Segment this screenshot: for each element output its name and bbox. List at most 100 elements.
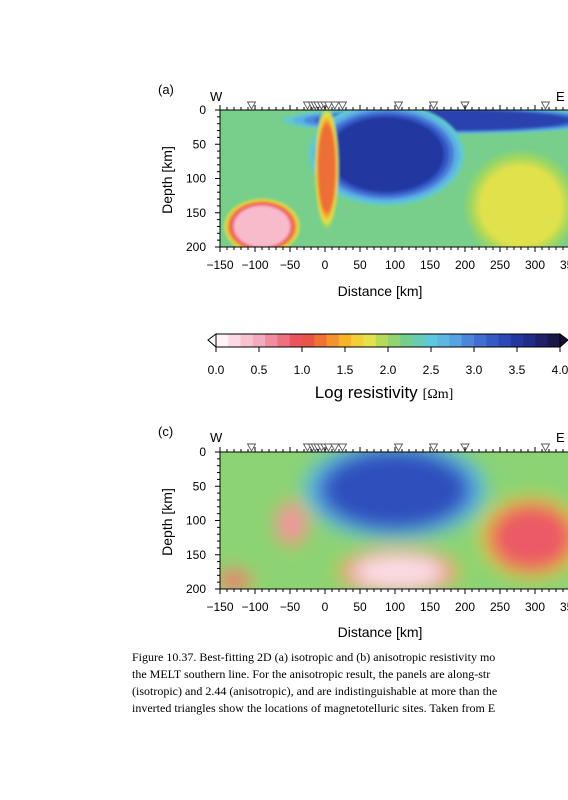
- x-tick-label: −100: [241, 258, 268, 272]
- y-tick-label: 150: [186, 548, 206, 562]
- resistivity-anomaly: [234, 205, 290, 247]
- y-tick-label: 0: [199, 445, 206, 459]
- x-tick-label: 200: [455, 600, 475, 614]
- panel-a-west-label: W: [210, 89, 223, 104]
- colorbar-cell: [289, 334, 303, 347]
- y-tick-label: 50: [193, 137, 207, 151]
- x-tick-label: 150: [420, 600, 440, 614]
- panel-c-x-axis-title: Distance [km]: [338, 624, 423, 640]
- x-tick-label: 200: [455, 258, 475, 272]
- colorbar-cell: [535, 334, 549, 347]
- x-tick-label: 250: [490, 258, 510, 272]
- resistivity-anomaly: [353, 554, 444, 589]
- panel-a-x-axis: −150 −100 −50 0 50 100 150 200 250 300 350: [206, 105, 568, 272]
- colorbar-cell: [547, 334, 561, 347]
- site-triangle: [337, 443, 348, 452]
- resistivity-field: [224, 110, 568, 247]
- colorbar-cell: [424, 334, 438, 347]
- colorbar-cell: [510, 334, 524, 347]
- x-tick-label: −150: [206, 258, 233, 272]
- colorbar-label: Log resistivity [Ωm]: [315, 383, 454, 402]
- site-triangle: [540, 443, 551, 452]
- colorbar-cell: [461, 334, 475, 347]
- figure-caption: Figure 10.37. Best-fitting 2D (a) isotro…: [132, 649, 568, 717]
- site-triangle: [540, 101, 551, 110]
- colorbar-tick-label: 3.5: [509, 363, 526, 377]
- caption-line: the MELT southern line. For the anisotro…: [132, 667, 491, 681]
- panel-c-west-label: W: [210, 430, 223, 445]
- y-tick-label: 200: [186, 582, 206, 596]
- y-tick-label: 100: [186, 172, 206, 186]
- colorbar-cell: [474, 334, 487, 347]
- caption-line: inverted triangles show the locations of…: [132, 701, 496, 715]
- x-tick-label: 100: [385, 600, 405, 614]
- resistivity-anomaly: [479, 164, 563, 247]
- panel-a-y-axis-title: Depth [km]: [159, 146, 175, 214]
- site-triangle: [323, 443, 334, 452]
- site-triangle: [393, 101, 404, 110]
- panel-c-x-axis: −150 −100 −50 0 50 100 150 200 250 300 350: [206, 447, 568, 614]
- site-triangle: [323, 101, 334, 110]
- colorbar-cell: [486, 334, 500, 347]
- colorbar-cell: [314, 334, 328, 347]
- x-tick-label: −50: [280, 600, 301, 614]
- colorbar-tick-label: 4.0: [552, 363, 568, 377]
- panel-a-x-axis-title: Distance [km]: [338, 283, 423, 299]
- resistivity-anomaly: [493, 506, 568, 569]
- colorbar-cell: [523, 334, 536, 347]
- panel-c-east-label: E: [556, 430, 565, 445]
- colorbar-cell: [216, 334, 229, 347]
- panel-a-east-label: E: [556, 89, 565, 104]
- panel-a-y-axis: 0 50 100 150 200: [186, 103, 220, 254]
- colorbar-cell: [338, 334, 352, 347]
- resistivity-anomaly: [328, 116, 444, 193]
- caption-line: Figure 10.37. Best-fitting 2D (a) isotro…: [132, 650, 496, 664]
- panel-c-label: (c): [158, 424, 173, 439]
- colorbar-cell: [375, 334, 389, 347]
- colorbar-ticks: 0.0 0.5 1.0 1.5 2.0 2.5 3.0 3.5 4.0: [208, 347, 568, 377]
- x-tick-label: 0: [322, 600, 329, 614]
- caption-line: (isotropic) and 2.44 (anisotropic), and …: [132, 684, 498, 698]
- resistivity-anomaly: [279, 506, 304, 542]
- colorbar-cell: [277, 334, 291, 347]
- x-tick-label: −50: [280, 258, 301, 272]
- x-tick-label: 300: [525, 258, 545, 272]
- colorbar-tick-label: 0.5: [251, 363, 268, 377]
- colorbar-high-arrow: [559, 333, 568, 349]
- colorbar-cell: [252, 334, 266, 347]
- colorbar-tick-label: 2.0: [380, 363, 397, 377]
- site-triangle: [246, 443, 257, 452]
- x-tick-label: −100: [241, 600, 268, 614]
- colorbar-tick-label: 3.0: [466, 363, 483, 377]
- colorbar-cell: [449, 334, 463, 347]
- colorbar-cell: [240, 334, 254, 347]
- resistivity-field: [220, 452, 568, 589]
- colorbar-cell: [302, 334, 315, 347]
- panel-c-y-axis-title: Depth [km]: [159, 488, 175, 556]
- colorbar-cell: [412, 334, 426, 347]
- x-tick-label: 50: [353, 600, 367, 614]
- site-triangle: [246, 101, 257, 110]
- site-triangle: [428, 101, 439, 110]
- colorbar-low-arrow: [207, 333, 217, 349]
- colorbar-tick-label: 1.0: [294, 363, 311, 377]
- site-triangle: [428, 443, 439, 452]
- x-tick-label: 250: [490, 600, 510, 614]
- colorbar-cell: [326, 334, 340, 347]
- x-tick-label: 50: [353, 258, 367, 272]
- colorbar-cell: [498, 334, 512, 347]
- colorbar-cell: [265, 334, 278, 347]
- y-tick-label: 0: [199, 103, 206, 117]
- x-tick-label: −150: [206, 600, 233, 614]
- site-triangle: [330, 443, 340, 452]
- x-tick-label: 100: [385, 258, 405, 272]
- resistivity-anomaly: [325, 452, 465, 528]
- colorbar-cell: [228, 334, 242, 347]
- resistivity-anomaly: [318, 123, 336, 213]
- panel-c-site-markers: [246, 443, 551, 452]
- panel-c-y-axis: 0 50 100 150 200: [186, 445, 220, 596]
- site-triangle: [337, 101, 348, 110]
- y-tick-label: 100: [186, 514, 206, 528]
- x-tick-label: 150: [420, 258, 440, 272]
